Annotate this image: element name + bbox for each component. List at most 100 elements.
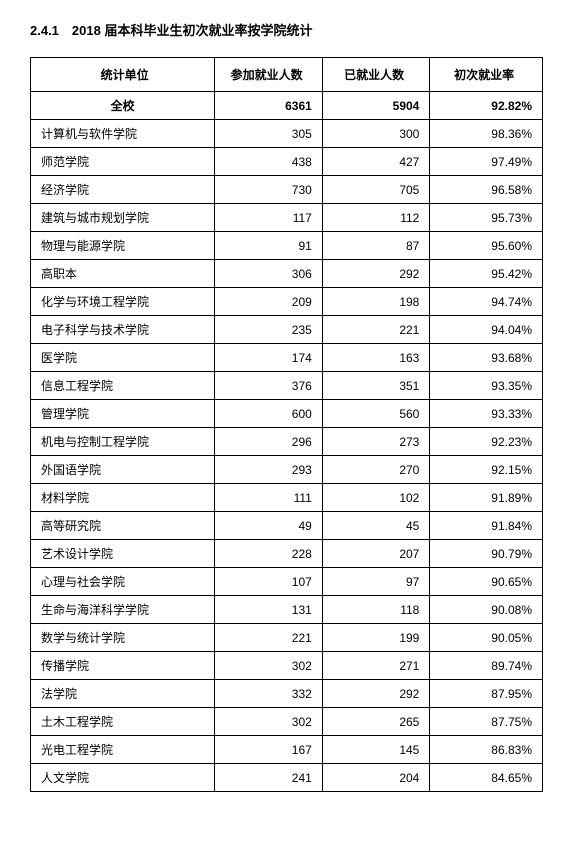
table-row: 计算机与软件学院30530098.36%	[31, 120, 543, 148]
cell-unit: 信息工程学院	[31, 372, 215, 400]
cell-rate: 90.08%	[430, 596, 543, 624]
employment-table: 统计单位 参加就业人数 已就业人数 初次就业率 全校 6361 5904 92.…	[30, 57, 543, 792]
cell-employed: 270	[322, 456, 430, 484]
cell-rate: 93.68%	[430, 344, 543, 372]
cell-unit: 法学院	[31, 680, 215, 708]
cell-unit: 材料学院	[31, 484, 215, 512]
cell-unit: 物理与能源学院	[31, 232, 215, 260]
cell-rate: 93.33%	[430, 400, 543, 428]
table-row: 管理学院60056093.33%	[31, 400, 543, 428]
cell-unit: 医学院	[31, 344, 215, 372]
table-row: 物理与能源学院918795.60%	[31, 232, 543, 260]
cell-participants: 296	[215, 428, 323, 456]
cell-unit: 生命与海洋科学学院	[31, 596, 215, 624]
cell-unit: 土木工程学院	[31, 708, 215, 736]
cell-rate: 90.79%	[430, 540, 543, 568]
cell-participants: 235	[215, 316, 323, 344]
cell-rate: 91.84%	[430, 512, 543, 540]
table-row: 人文学院24120484.65%	[31, 764, 543, 792]
table-row: 数学与统计学院22119990.05%	[31, 624, 543, 652]
cell-rate: 93.35%	[430, 372, 543, 400]
cell-employed: 351	[322, 372, 430, 400]
cell-employed: 300	[322, 120, 430, 148]
cell-unit: 数学与统计学院	[31, 624, 215, 652]
cell-unit: 艺术设计学院	[31, 540, 215, 568]
cell-rate: 94.04%	[430, 316, 543, 344]
cell-participants: 293	[215, 456, 323, 484]
cell-participants: 107	[215, 568, 323, 596]
cell-unit: 计算机与软件学院	[31, 120, 215, 148]
table-row: 生命与海洋科学学院13111890.08%	[31, 596, 543, 624]
cell-participants: 438	[215, 148, 323, 176]
cell-participants: 167	[215, 736, 323, 764]
cell-employed: 145	[322, 736, 430, 764]
cell-unit: 电子科学与技术学院	[31, 316, 215, 344]
cell-participants: 306	[215, 260, 323, 288]
cell-unit: 光电工程学院	[31, 736, 215, 764]
cell-employed: 198	[322, 288, 430, 316]
table-row: 化学与环境工程学院20919894.74%	[31, 288, 543, 316]
table-row: 传播学院30227189.74%	[31, 652, 543, 680]
cell-employed: 292	[322, 680, 430, 708]
header-participants: 参加就业人数	[215, 58, 323, 92]
cell-employed: 112	[322, 204, 430, 232]
cell-participants: 241	[215, 764, 323, 792]
cell-participants: 376	[215, 372, 323, 400]
cell-employed: 271	[322, 652, 430, 680]
table-row: 材料学院11110291.89%	[31, 484, 543, 512]
table-row: 信息工程学院37635193.35%	[31, 372, 543, 400]
cell-unit: 高等研究院	[31, 512, 215, 540]
cell-rate: 92.23%	[430, 428, 543, 456]
cell-participants: 117	[215, 204, 323, 232]
cell-rate: 95.42%	[430, 260, 543, 288]
table-row: 高职本30629295.42%	[31, 260, 543, 288]
cell-participants: 174	[215, 344, 323, 372]
cell-participants: 221	[215, 624, 323, 652]
cell-employed: 207	[322, 540, 430, 568]
table-row: 艺术设计学院22820790.79%	[31, 540, 543, 568]
cell-employed: 560	[322, 400, 430, 428]
table-row: 光电工程学院16714586.83%	[31, 736, 543, 764]
cell-rate: 92.15%	[430, 456, 543, 484]
cell-employed: 273	[322, 428, 430, 456]
header-employed: 已就业人数	[322, 58, 430, 92]
cell-employed: 292	[322, 260, 430, 288]
cell-participants: 305	[215, 120, 323, 148]
table-row: 师范学院43842797.49%	[31, 148, 543, 176]
table-row: 电子科学与技术学院23522194.04%	[31, 316, 543, 344]
cell-unit: 机电与控制工程学院	[31, 428, 215, 456]
table-row: 机电与控制工程学院29627392.23%	[31, 428, 543, 456]
summary-rate: 92.82%	[430, 92, 543, 120]
cell-rate: 89.74%	[430, 652, 543, 680]
cell-unit: 外国语学院	[31, 456, 215, 484]
cell-participants: 228	[215, 540, 323, 568]
cell-employed: 199	[322, 624, 430, 652]
cell-participants: 600	[215, 400, 323, 428]
cell-participants: 131	[215, 596, 323, 624]
summary-unit: 全校	[31, 92, 215, 120]
cell-rate: 98.36%	[430, 120, 543, 148]
cell-employed: 163	[322, 344, 430, 372]
cell-unit: 传播学院	[31, 652, 215, 680]
table-row: 经济学院73070596.58%	[31, 176, 543, 204]
cell-rate: 91.89%	[430, 484, 543, 512]
cell-participants: 209	[215, 288, 323, 316]
cell-employed: 118	[322, 596, 430, 624]
cell-employed: 265	[322, 708, 430, 736]
cell-participants: 111	[215, 484, 323, 512]
cell-rate: 86.83%	[430, 736, 543, 764]
cell-unit: 建筑与城市规划学院	[31, 204, 215, 232]
header-rate: 初次就业率	[430, 58, 543, 92]
table-row: 医学院17416393.68%	[31, 344, 543, 372]
cell-rate: 95.73%	[430, 204, 543, 232]
cell-rate: 96.58%	[430, 176, 543, 204]
cell-unit: 化学与环境工程学院	[31, 288, 215, 316]
table-row: 高等研究院494591.84%	[31, 512, 543, 540]
cell-employed: 221	[322, 316, 430, 344]
cell-rate: 84.65%	[430, 764, 543, 792]
cell-unit: 人文学院	[31, 764, 215, 792]
cell-employed: 427	[322, 148, 430, 176]
cell-rate: 97.49%	[430, 148, 543, 176]
cell-rate: 87.75%	[430, 708, 543, 736]
cell-employed: 102	[322, 484, 430, 512]
